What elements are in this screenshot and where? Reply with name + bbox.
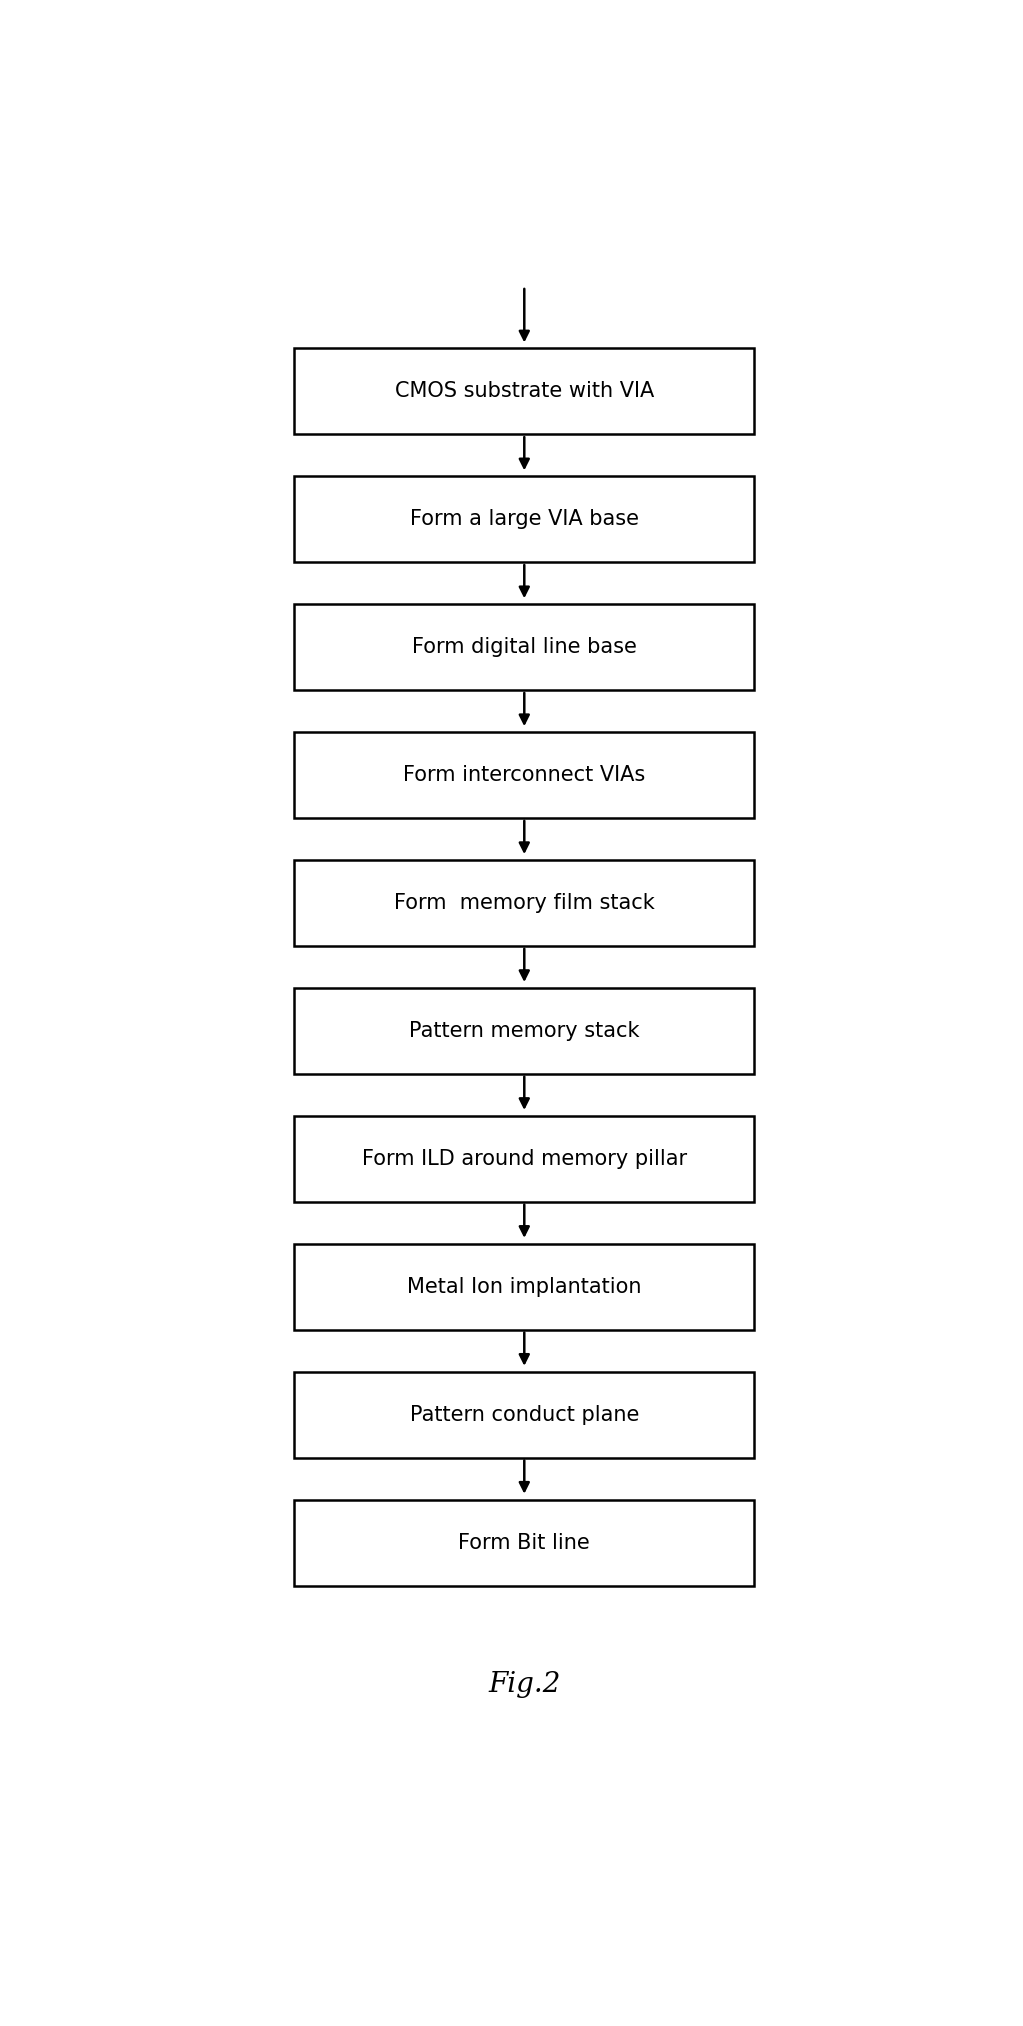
- Bar: [295, 1116, 754, 1201]
- Text: Form  memory film stack: Form memory film stack: [394, 893, 655, 914]
- Text: Pattern conduct plane: Pattern conduct plane: [409, 1404, 639, 1424]
- Bar: [295, 348, 754, 434]
- Text: Form interconnect VIAs: Form interconnect VIAs: [403, 766, 646, 786]
- Text: Form digital line base: Form digital line base: [412, 636, 636, 656]
- Bar: [295, 604, 754, 691]
- Text: Fig.2: Fig.2: [488, 1671, 561, 1698]
- Text: Form ILD around memory pillar: Form ILD around memory pillar: [362, 1149, 686, 1169]
- Bar: [295, 731, 754, 819]
- Text: Form Bit line: Form Bit line: [458, 1532, 590, 1552]
- Text: Pattern memory stack: Pattern memory stack: [409, 1021, 639, 1041]
- Bar: [295, 861, 754, 946]
- Bar: [295, 989, 754, 1074]
- Text: CMOS substrate with VIA: CMOS substrate with VIA: [395, 381, 654, 401]
- Bar: [295, 1372, 754, 1457]
- Text: Form a large VIA base: Form a large VIA base: [410, 509, 638, 529]
- Bar: [295, 1499, 754, 1586]
- Text: Metal Ion implantation: Metal Ion implantation: [407, 1276, 641, 1297]
- Bar: [295, 1244, 754, 1329]
- Bar: [295, 476, 754, 561]
